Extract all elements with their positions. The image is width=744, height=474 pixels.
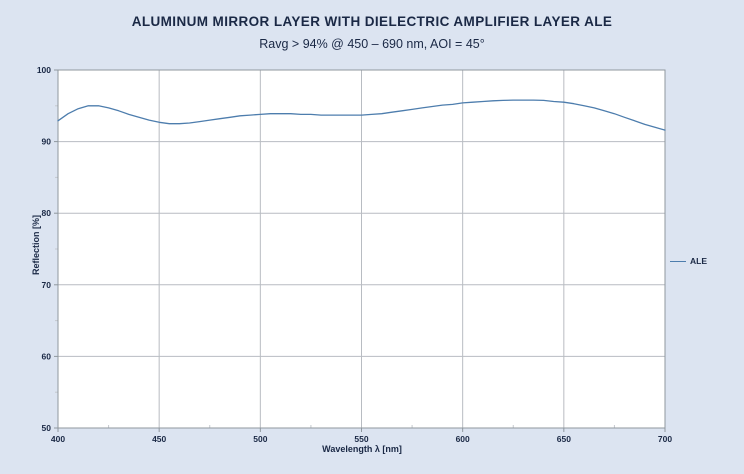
y-tick-label: 90 — [42, 137, 52, 147]
legend-label: ALE — [690, 256, 707, 266]
y-axis-label: Reflection [%] — [31, 215, 41, 276]
series-line-ale — [57, 99, 666, 131]
x-tick-label: 600 — [456, 434, 470, 444]
chart-title: ALUMINUM MIRROR LAYER WITH DIELECTRIC AM… — [131, 14, 613, 29]
legend-line-swatch — [670, 260, 686, 262]
legend: ALE — [670, 256, 707, 266]
x-tick-label: 450 — [152, 434, 166, 444]
y-tick-label: 100 — [37, 65, 51, 75]
y-tick-label: 70 — [42, 280, 52, 290]
x-axis-label: Wavelength λ [nm] — [322, 444, 402, 454]
y-tick-label: 60 — [42, 351, 52, 361]
x-tick-label: 500 — [253, 434, 267, 444]
x-tick-label: 650 — [557, 434, 571, 444]
y-tick-label: 50 — [42, 423, 52, 433]
x-tick-label: 700 — [658, 434, 672, 444]
x-tick-label: 400 — [51, 434, 65, 444]
y-tick-label: 80 — [42, 208, 52, 218]
x-tick-label: 550 — [354, 434, 368, 444]
plot-border — [57, 69, 666, 429]
chart-subtitle: Ravg > 94% @ 450 – 690 nm, AOI = 45° — [259, 37, 485, 51]
